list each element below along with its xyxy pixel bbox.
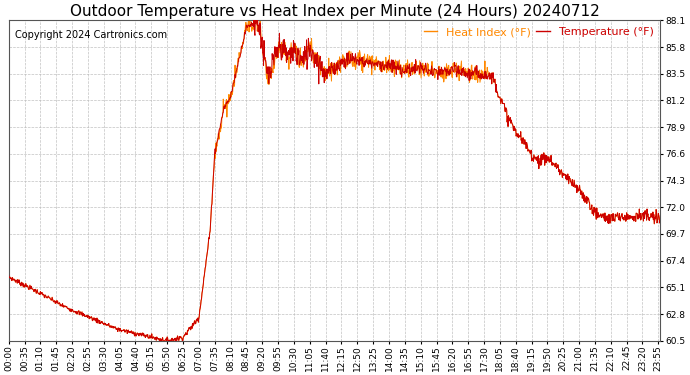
Text: Copyright 2024 Cartronics.com: Copyright 2024 Cartronics.com (15, 30, 167, 40)
Legend: Heat Index (°F), Temperature (°F): Heat Index (°F), Temperature (°F) (420, 22, 658, 42)
Title: Outdoor Temperature vs Heat Index per Minute (24 Hours) 20240712: Outdoor Temperature vs Heat Index per Mi… (70, 4, 600, 19)
